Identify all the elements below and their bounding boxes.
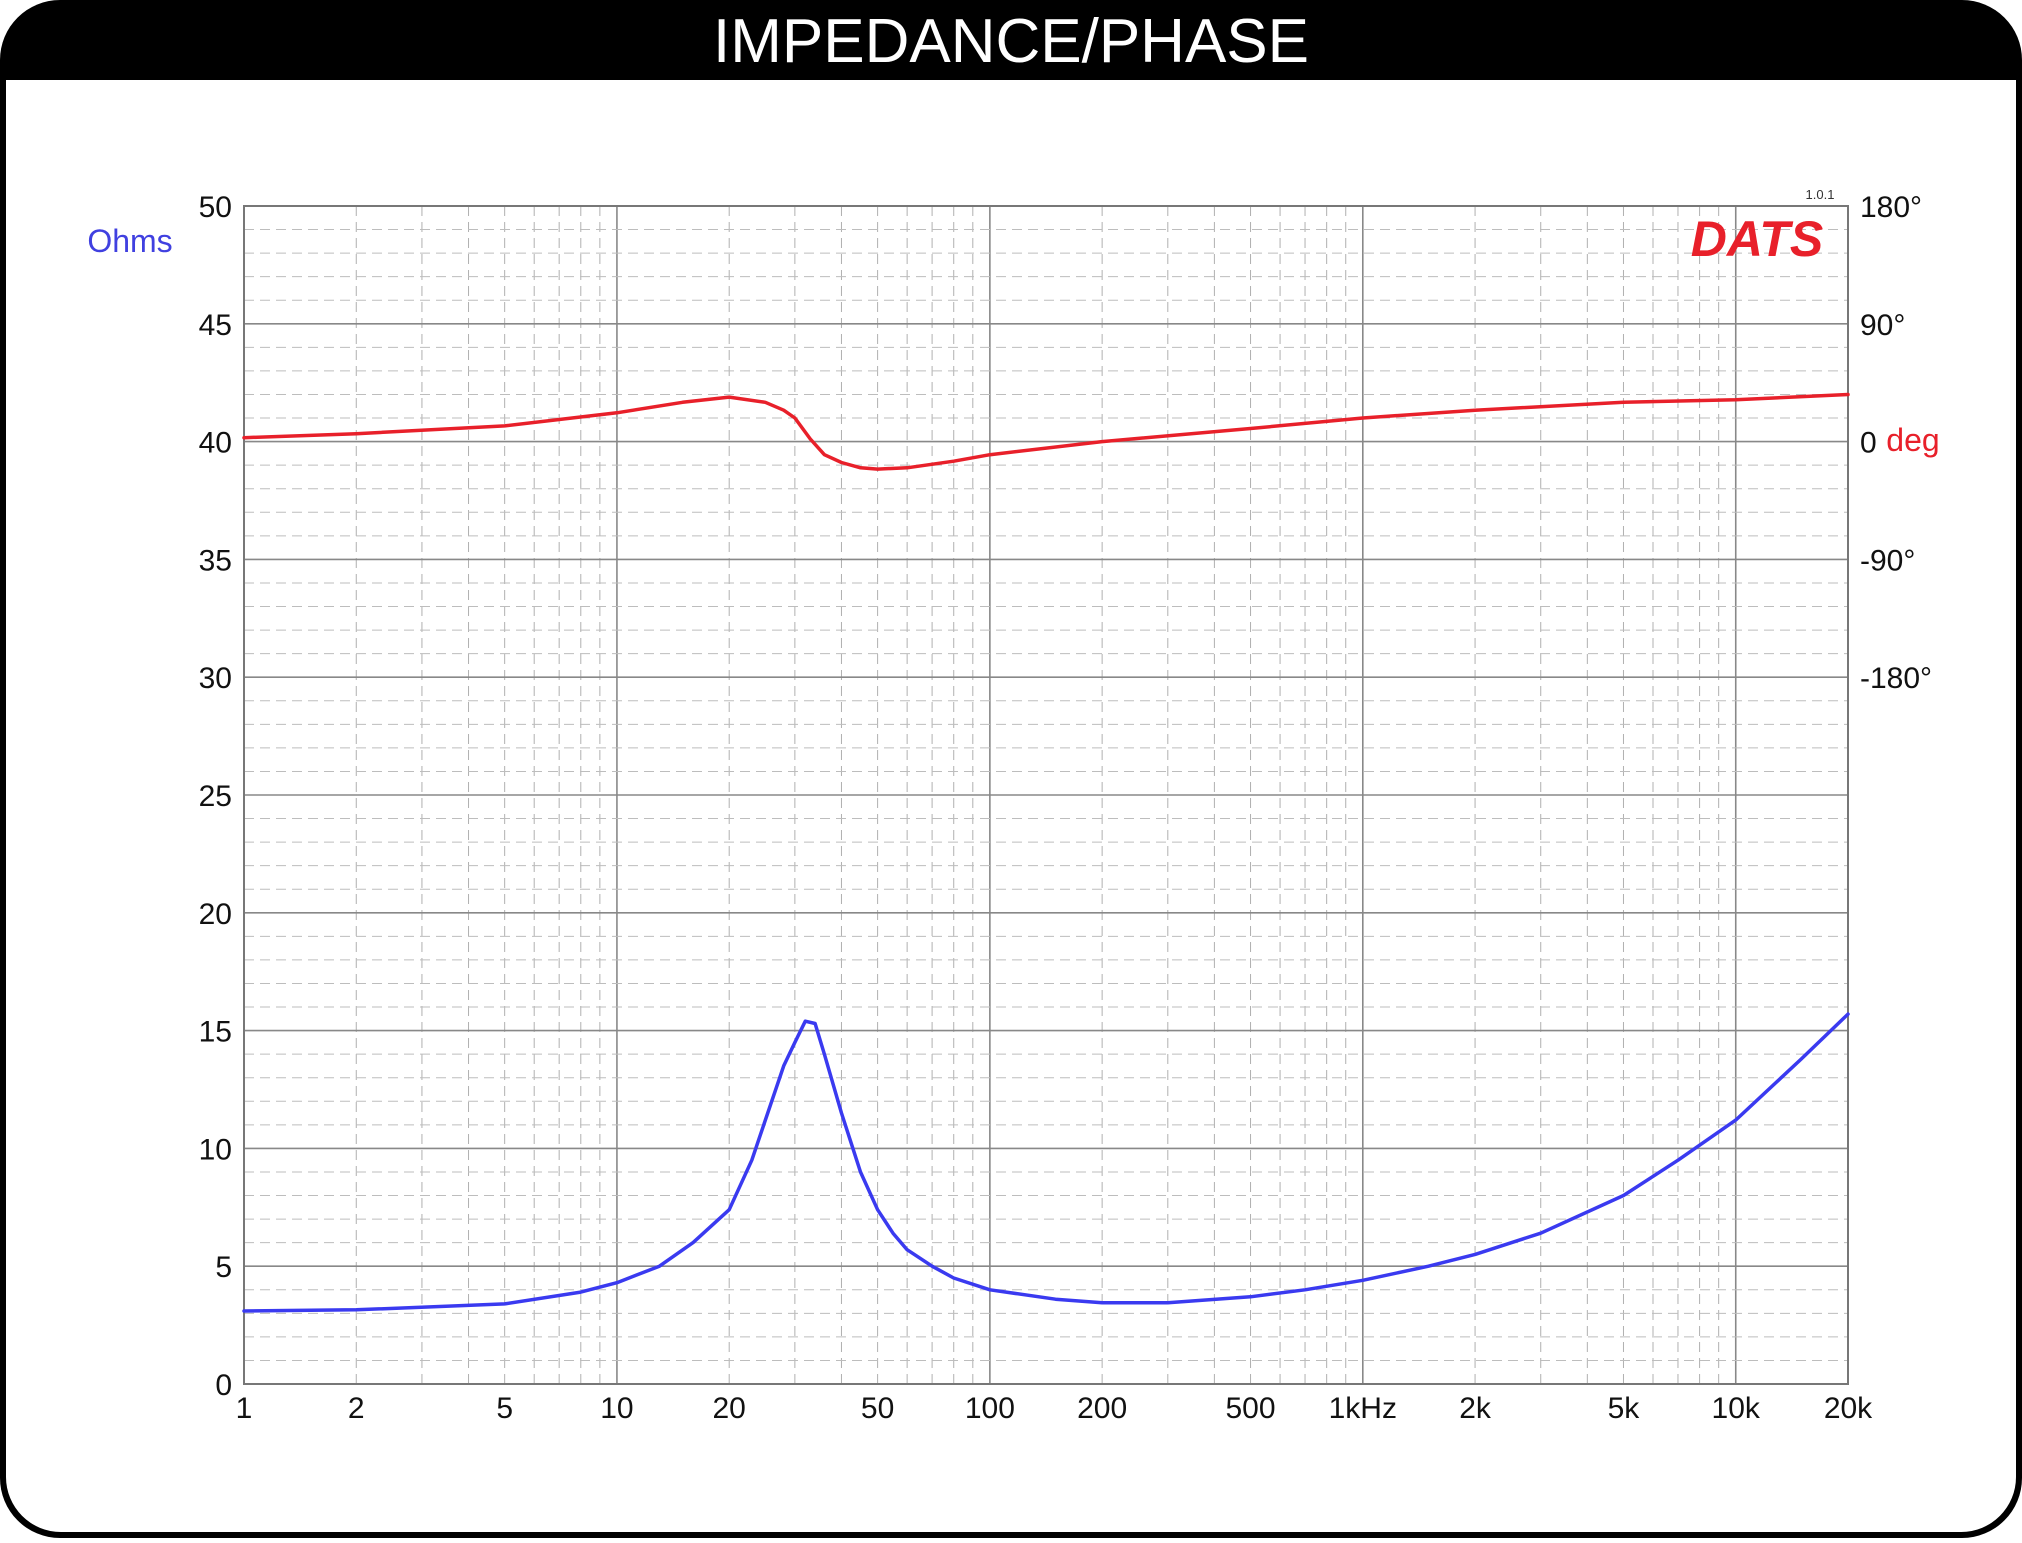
frame-inner (6, 80, 2016, 1532)
y-right-tick-label: 0 (1860, 427, 1877, 460)
y-right-axis-ticks: 180° 90° 0 -90° -180° (1860, 191, 1932, 695)
grid (243, 205, 1849, 1385)
y-left-axis-label: Ohms (87, 223, 172, 259)
chart-title: IMPEDANCE/PHASE (713, 7, 1309, 76)
x-tick-label: 20 (713, 1392, 746, 1425)
y-left-tick-label: 35 (199, 544, 232, 577)
x-tick-label: 2 (348, 1392, 365, 1425)
y-right-tick-label: -90° (1860, 544, 1915, 577)
x-tick-label: 5k (1608, 1392, 1641, 1425)
y-left-tick-label: 40 (199, 427, 232, 460)
x-tick-label: 100 (965, 1392, 1015, 1425)
frame-inner-top (6, 80, 2016, 140)
y-right-axis-label: deg (1886, 422, 1939, 458)
y-left-tick-label: 0 (215, 1369, 232, 1402)
x-tick-label: 5 (496, 1392, 513, 1425)
y-left-tick-label: 10 (199, 1133, 232, 1166)
y-left-tick-label: 45 (199, 309, 232, 342)
x-tick-label: 10k (1712, 1392, 1761, 1425)
series-layer (242, 392, 1850, 1313)
dats-logo: DATS (1691, 211, 1823, 267)
y-left-tick-label: 20 (199, 898, 232, 931)
y-right-tick-label: 90° (1860, 309, 1905, 342)
y-left-tick-label: 30 (199, 662, 232, 695)
x-tick-label: 500 (1226, 1392, 1276, 1425)
y-right-tick-label: 180° (1860, 191, 1922, 224)
logo-version: 1.0.1 (1806, 187, 1835, 202)
impedance-series-line (242, 1012, 1850, 1313)
plot-border (243, 205, 1849, 1385)
y-right-tick-label: -180° (1860, 662, 1932, 695)
x-tick-label: 200 (1077, 1392, 1127, 1425)
y-left-tick-label: 50 (199, 191, 232, 224)
x-tick-label: 1 (236, 1392, 253, 1425)
y-left-tick-label: 15 (199, 1016, 232, 1049)
x-tick-label: 1kHz (1329, 1392, 1397, 1425)
y-left-tick-label: 5 (215, 1251, 232, 1284)
y-left-axis-ticks: 0 5 10 15 20 25 30 35 40 45 50 (199, 191, 232, 1402)
x-tick-label: 20k (1824, 1392, 1873, 1425)
x-tick-label: 10 (600, 1392, 633, 1425)
phase-series-line (242, 392, 1850, 471)
y-left-tick-label: 25 (199, 780, 232, 813)
x-axis-ticks: 1 2 5 10 20 50 100 200 500 1kHz 2k 5k 10k 20k (236, 1392, 1874, 1425)
x-tick-label: 2k (1459, 1392, 1492, 1425)
x-tick-label: 50 (861, 1392, 894, 1425)
